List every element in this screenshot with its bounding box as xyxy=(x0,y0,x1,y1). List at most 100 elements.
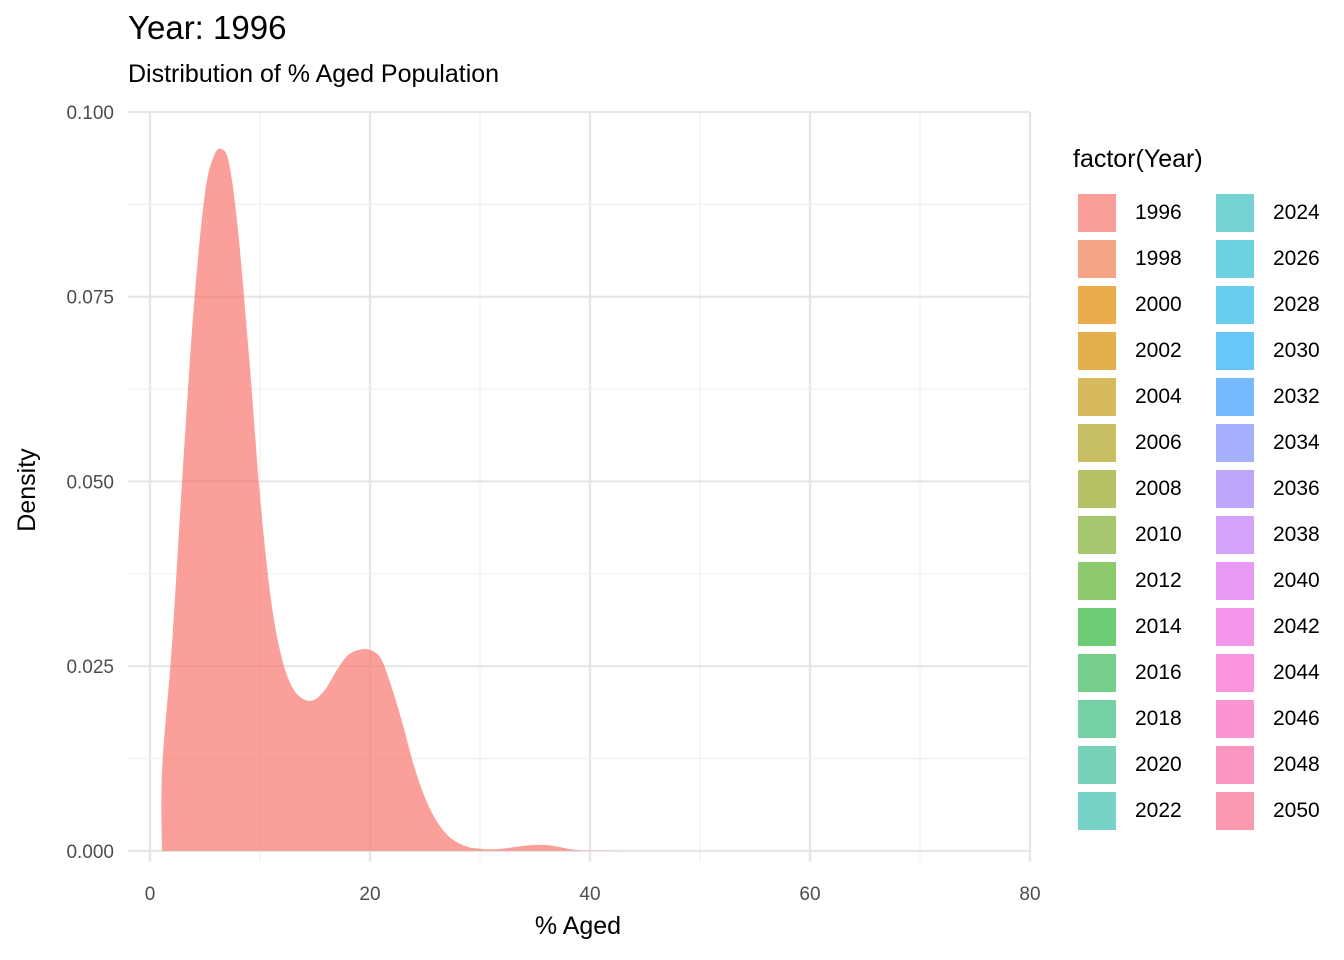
density-area-layer xyxy=(161,148,997,851)
legend-swatch xyxy=(1215,285,1255,325)
legend-label: 1996 xyxy=(1135,201,1182,224)
x-axis-ticks: 0 20 40 60 80 xyxy=(145,884,1041,905)
legend-item-2022: 2022 xyxy=(1077,788,1207,834)
y-tick-label: 0.075 xyxy=(66,288,114,309)
legend-swatch xyxy=(1215,331,1255,371)
legend-item-2026: 2026 xyxy=(1215,236,1344,282)
legend-item-2046: 2046 xyxy=(1215,696,1344,742)
legend-swatch xyxy=(1077,561,1117,601)
legend-swatch xyxy=(1077,515,1117,555)
legend-label: 2032 xyxy=(1273,385,1320,408)
y-axis-ticks: 0.000 0.025 0.050 0.075 0.100 xyxy=(66,103,114,863)
legend-label: 2012 xyxy=(1135,569,1182,592)
legend-item-2004: 2004 xyxy=(1077,374,1207,420)
legend-swatch xyxy=(1215,699,1255,739)
legend-label: 2046 xyxy=(1273,707,1320,730)
x-tick-label: 40 xyxy=(579,884,600,905)
y-tick-label: 0.050 xyxy=(66,472,114,493)
legend-swatch xyxy=(1077,239,1117,279)
legend-swatch xyxy=(1077,193,1117,233)
legend-item-2032: 2032 xyxy=(1215,374,1344,420)
legend-label: 2008 xyxy=(1135,477,1182,500)
legend-item-2050: 2050 xyxy=(1215,788,1344,834)
x-tick-label: 20 xyxy=(359,884,380,905)
y-axis-label: Density xyxy=(13,448,41,532)
legend-label: 2042 xyxy=(1273,615,1320,638)
legend-item-1996: 1996 xyxy=(1077,190,1207,236)
legend-swatch xyxy=(1215,653,1255,693)
legend-label: 2018 xyxy=(1135,707,1182,730)
legend-swatch xyxy=(1215,561,1255,601)
chart-title: Year: 1996 xyxy=(128,9,287,46)
legend-item-2036: 2036 xyxy=(1215,466,1344,512)
legend-label: 2050 xyxy=(1273,799,1320,822)
legend-label: 2038 xyxy=(1273,523,1320,546)
y-tick-label: 0.000 xyxy=(66,842,114,863)
legend-swatch xyxy=(1215,515,1255,555)
legend-item-2044: 2044 xyxy=(1215,650,1344,696)
legend-item-2020: 2020 xyxy=(1077,742,1207,788)
legend-swatch xyxy=(1077,699,1117,739)
x-tick-label: 60 xyxy=(799,884,820,905)
legend-label: 2000 xyxy=(1135,293,1182,316)
legend-label: 2026 xyxy=(1273,247,1320,270)
density-area-1996 xyxy=(161,148,997,851)
legend-label: 2034 xyxy=(1273,431,1320,454)
legend-swatch xyxy=(1077,791,1117,831)
legend-item-2002: 2002 xyxy=(1077,328,1207,374)
x-tick-label: 0 xyxy=(145,884,156,905)
legend-label: 2044 xyxy=(1273,661,1320,684)
legend-label: 2048 xyxy=(1273,753,1320,776)
legend-item-2016: 2016 xyxy=(1077,650,1207,696)
legend-swatch xyxy=(1215,193,1255,233)
legend-item-2028: 2028 xyxy=(1215,282,1344,328)
legend-swatch xyxy=(1077,745,1117,785)
legend-swatch xyxy=(1077,285,1117,325)
legend-swatch xyxy=(1077,469,1117,509)
legend-title: factor(Year) xyxy=(1073,145,1203,173)
legend-swatch xyxy=(1215,745,1255,785)
legend-item-2000: 2000 xyxy=(1077,282,1207,328)
legend-item-1998: 1998 xyxy=(1077,236,1207,282)
legend-label: 2014 xyxy=(1135,615,1182,638)
y-tick-label: 0.100 xyxy=(66,103,114,124)
legend-item-2038: 2038 xyxy=(1215,512,1344,558)
legend-swatch xyxy=(1215,791,1255,831)
legend-label: 2022 xyxy=(1135,799,1182,822)
legend-label: 2010 xyxy=(1135,523,1182,546)
legend-label: 2004 xyxy=(1135,385,1182,408)
legend-item-2040: 2040 xyxy=(1215,558,1344,604)
legend-label: 2028 xyxy=(1273,293,1320,316)
legend-item-2010: 2010 xyxy=(1077,512,1207,558)
legend-swatch xyxy=(1077,377,1117,417)
legend-item-2030: 2030 xyxy=(1215,328,1344,374)
grid xyxy=(128,110,1032,862)
legend-label: 1998 xyxy=(1135,247,1182,270)
legend-label: 2024 xyxy=(1273,201,1320,224)
legend-item-2018: 2018 xyxy=(1077,696,1207,742)
legend-label: 2002 xyxy=(1135,339,1182,362)
legend-swatch xyxy=(1077,331,1117,371)
legend-label: 2020 xyxy=(1135,753,1182,776)
legend-item-2006: 2006 xyxy=(1077,420,1207,466)
legend-item-2042: 2042 xyxy=(1215,604,1344,650)
legend-swatch xyxy=(1077,607,1117,647)
legend-label: 2016 xyxy=(1135,661,1182,684)
legend-item-2034: 2034 xyxy=(1215,420,1344,466)
legend-swatch xyxy=(1215,607,1255,647)
legend-label: 2036 xyxy=(1273,477,1320,500)
legend-swatch xyxy=(1215,239,1255,279)
chart-subtitle: Distribution of % Aged Population xyxy=(128,60,500,88)
legend-swatch xyxy=(1215,469,1255,509)
legend-swatch xyxy=(1077,653,1117,693)
legend-swatch xyxy=(1215,423,1255,463)
legend-item-2024: 2024 xyxy=(1215,190,1344,236)
legend-swatch xyxy=(1215,377,1255,417)
legend: factor(Year) 1996 1998 2000 2002 2004 2006 200… xyxy=(1073,142,1320,831)
legend-swatch xyxy=(1077,423,1117,463)
y-tick-label: 0.025 xyxy=(66,657,114,678)
legend-label: 2040 xyxy=(1273,569,1320,592)
legend-label: 2006 xyxy=(1135,431,1182,454)
x-tick-label: 80 xyxy=(1019,884,1040,905)
